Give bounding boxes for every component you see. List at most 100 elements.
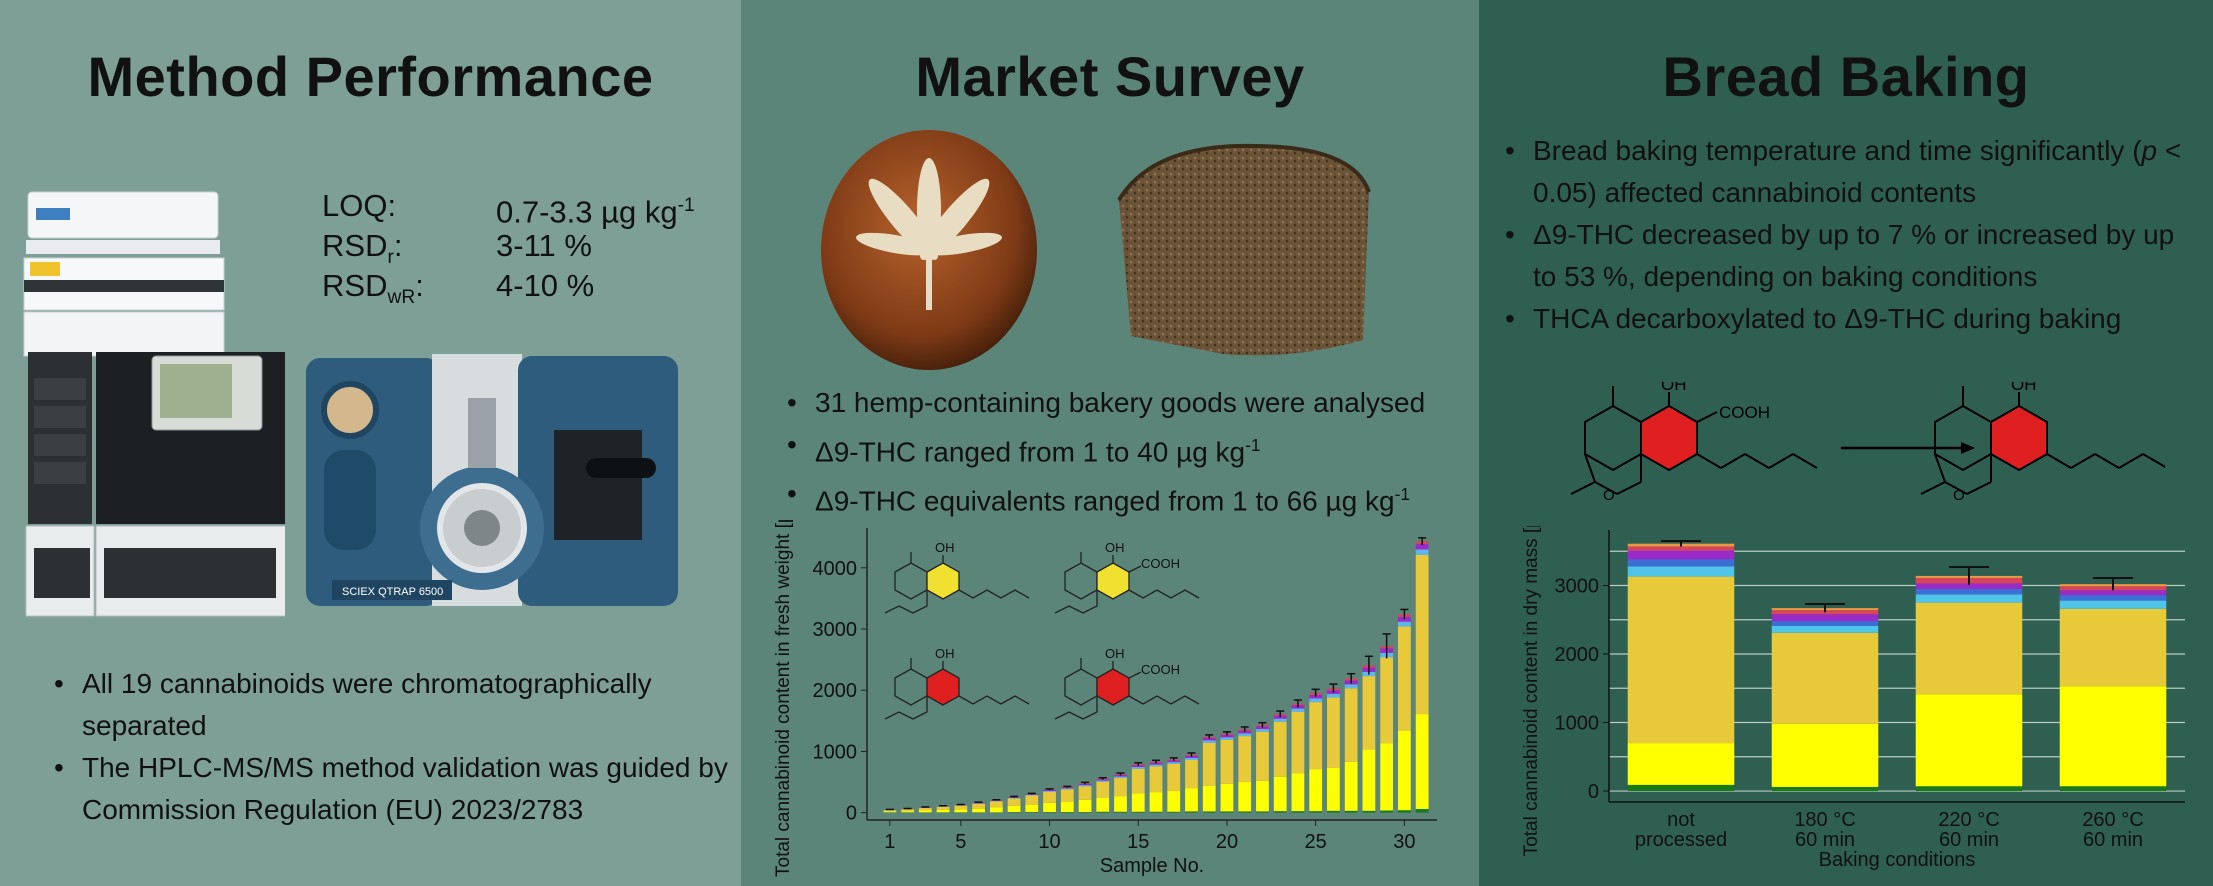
y-tick-label: 1000 bbox=[813, 741, 858, 763]
x-tick-label: 60 min bbox=[1939, 829, 1999, 851]
x-tick-label: not bbox=[1667, 809, 1695, 831]
stacked-bar-segment bbox=[1202, 811, 1216, 813]
stacked-bar-segment bbox=[1238, 736, 1252, 783]
stacked-bar-segment bbox=[1309, 702, 1323, 770]
stacked-bar-segment bbox=[1078, 785, 1092, 787]
baking-bullet: Δ9-THC decreased by up to 7 % or increas… bbox=[1499, 214, 2199, 298]
stacked-bar-segment bbox=[1415, 808, 1429, 813]
market-bullets: 31 hemp-containing bakery goods were ana… bbox=[781, 382, 1471, 523]
stacked-bar-segment bbox=[1096, 779, 1110, 781]
market-bullet: 31 hemp-containing bakery goods were ana… bbox=[781, 382, 1471, 424]
stacked-bar-segment bbox=[1915, 694, 2023, 787]
oh-label: OH bbox=[935, 540, 955, 555]
stacked-bar-segment bbox=[1327, 697, 1340, 768]
spec-value: 4-10 % bbox=[496, 266, 594, 306]
stacked-bar-segment bbox=[1185, 760, 1198, 789]
baking-title: Bread Baking bbox=[1662, 45, 2030, 108]
stacked-bar-segment bbox=[1238, 733, 1252, 737]
y-tick-label: 2000 bbox=[813, 680, 858, 702]
stacked-bar-segment bbox=[2059, 686, 2167, 787]
spec-value: 0.7-3.3 µg kg-1 bbox=[496, 186, 695, 232]
cannabinoid-structure: OH bbox=[884, 646, 1030, 720]
method-performance-panel: Method Performance bbox=[0, 0, 741, 886]
stacked-bar-segment bbox=[1273, 776, 1287, 812]
stacked-bar-segment bbox=[1185, 788, 1198, 812]
stacked-bar-segment bbox=[1167, 762, 1181, 764]
stacked-bar-segment bbox=[1398, 616, 1411, 622]
market-bullet-text: Δ9-THC equivalents ranged from 1 to 66 µ… bbox=[815, 485, 1395, 517]
method-title: Method Performance bbox=[87, 45, 654, 108]
stacked-bar-segment bbox=[1096, 797, 1110, 812]
stacked-bar-segment bbox=[1771, 621, 1879, 626]
stacked-bar-segment bbox=[1185, 755, 1198, 758]
stacked-bar-segment bbox=[1220, 783, 1234, 812]
cooh-label: COOH bbox=[1719, 403, 1770, 422]
stacked-bar-segment bbox=[1915, 786, 2023, 792]
oh-label-right: OH bbox=[2011, 382, 2037, 394]
stacked-bar-segment bbox=[1415, 543, 1429, 550]
stacked-bar-segment bbox=[1256, 731, 1269, 781]
x-tick-label: 60 min bbox=[1795, 829, 1855, 851]
spec-label-text: LOQ: bbox=[322, 188, 397, 223]
stacked-bar-segment bbox=[1043, 791, 1056, 803]
stacked-bar-segment bbox=[1398, 626, 1411, 731]
instrument-badge: SCIEX QTRAP 6500 bbox=[342, 586, 443, 598]
stacked-bar-segment bbox=[1291, 773, 1305, 812]
stacked-bar-segment bbox=[936, 806, 950, 810]
stacked-bar-segment bbox=[1043, 812, 1056, 813]
stacked-bar-segment bbox=[1078, 786, 1092, 800]
stacked-bar-segment bbox=[1627, 550, 1735, 560]
market-bullet: Δ9-THC equivalents ranged from 1 to 66 µ… bbox=[781, 473, 1471, 522]
stacked-bar-segment bbox=[1256, 780, 1269, 812]
stacked-bar-segment bbox=[1131, 793, 1145, 812]
stacked-bar-segment bbox=[1114, 776, 1127, 779]
y-tick-label: 3000 bbox=[1555, 575, 1600, 597]
stacked-bar-segment bbox=[2059, 595, 2167, 601]
baking-bullet: Bread baking temperature and time signif… bbox=[1499, 130, 2199, 214]
stacked-bar-segment bbox=[1771, 625, 1879, 633]
stacked-bar-segment bbox=[1131, 811, 1145, 813]
market-bullet-text: Δ9-THC ranged from 1 to 40 µg kg bbox=[815, 436, 1246, 468]
stacked-bar-segment bbox=[1149, 764, 1163, 767]
y-tick-label: 1000 bbox=[1555, 713, 1600, 735]
stacked-bar-segment bbox=[1627, 559, 1735, 567]
stacked-bar-segment bbox=[1202, 737, 1216, 741]
stacked-bar-segment bbox=[1344, 810, 1358, 813]
stacked-bar-segment bbox=[1273, 718, 1287, 722]
stacked-bar-segment bbox=[1238, 730, 1252, 734]
stacked-bar-segment bbox=[1078, 799, 1092, 813]
stacked-bar-segment bbox=[1167, 763, 1181, 791]
stacked-bar-segment bbox=[1362, 676, 1376, 750]
stacked-bar-segment bbox=[1362, 749, 1376, 811]
market-bullet-sup: -1 bbox=[1245, 435, 1261, 455]
stacked-bar-segment bbox=[1185, 811, 1198, 813]
spec-value-text: 0.7-3.3 µg kg bbox=[496, 194, 678, 230]
stacked-bar-segment bbox=[1627, 576, 1735, 744]
baking-bullet-text: Bread baking temperature and time signif… bbox=[1533, 135, 2142, 166]
x-tick-label: 25 bbox=[1305, 831, 1327, 853]
stacked-bar-segment bbox=[1327, 767, 1340, 811]
baking-bullet-text: Δ9-THC decreased by up to 7 % or increas… bbox=[1533, 219, 2175, 292]
stacked-bar-segment bbox=[1007, 797, 1021, 799]
stacked-bar-segment bbox=[1096, 780, 1110, 782]
stacked-bar-segment bbox=[1114, 796, 1127, 812]
cannabinoid-structure: OH COOH bbox=[1054, 540, 1200, 614]
stacked-bar-segment bbox=[1256, 729, 1269, 732]
stacked-bar-segment bbox=[1078, 812, 1092, 813]
spec-label-text: RSD bbox=[322, 228, 388, 263]
stacked-bar-segment bbox=[1096, 811, 1110, 813]
stacked-bar-segment bbox=[2059, 600, 2167, 609]
x-tick-label: 30 bbox=[1393, 831, 1415, 853]
stacked-bar-segment bbox=[954, 805, 968, 810]
stacked-bar-segment bbox=[1131, 765, 1145, 768]
stacked-bar-segment bbox=[1185, 757, 1198, 761]
stacked-bar-segment bbox=[918, 808, 932, 811]
stacked-bar-segment bbox=[1415, 554, 1429, 715]
stacked-bar-segment bbox=[1915, 583, 2023, 589]
stacked-bar-segment bbox=[883, 811, 897, 813]
stacked-bar-segment bbox=[1167, 811, 1181, 813]
stacked-bar-segment bbox=[1149, 792, 1163, 812]
stacked-bar-segment bbox=[1362, 810, 1376, 813]
market-bullet-sup: -1 bbox=[1394, 484, 1411, 505]
stacked-bar-segment bbox=[989, 801, 1003, 808]
